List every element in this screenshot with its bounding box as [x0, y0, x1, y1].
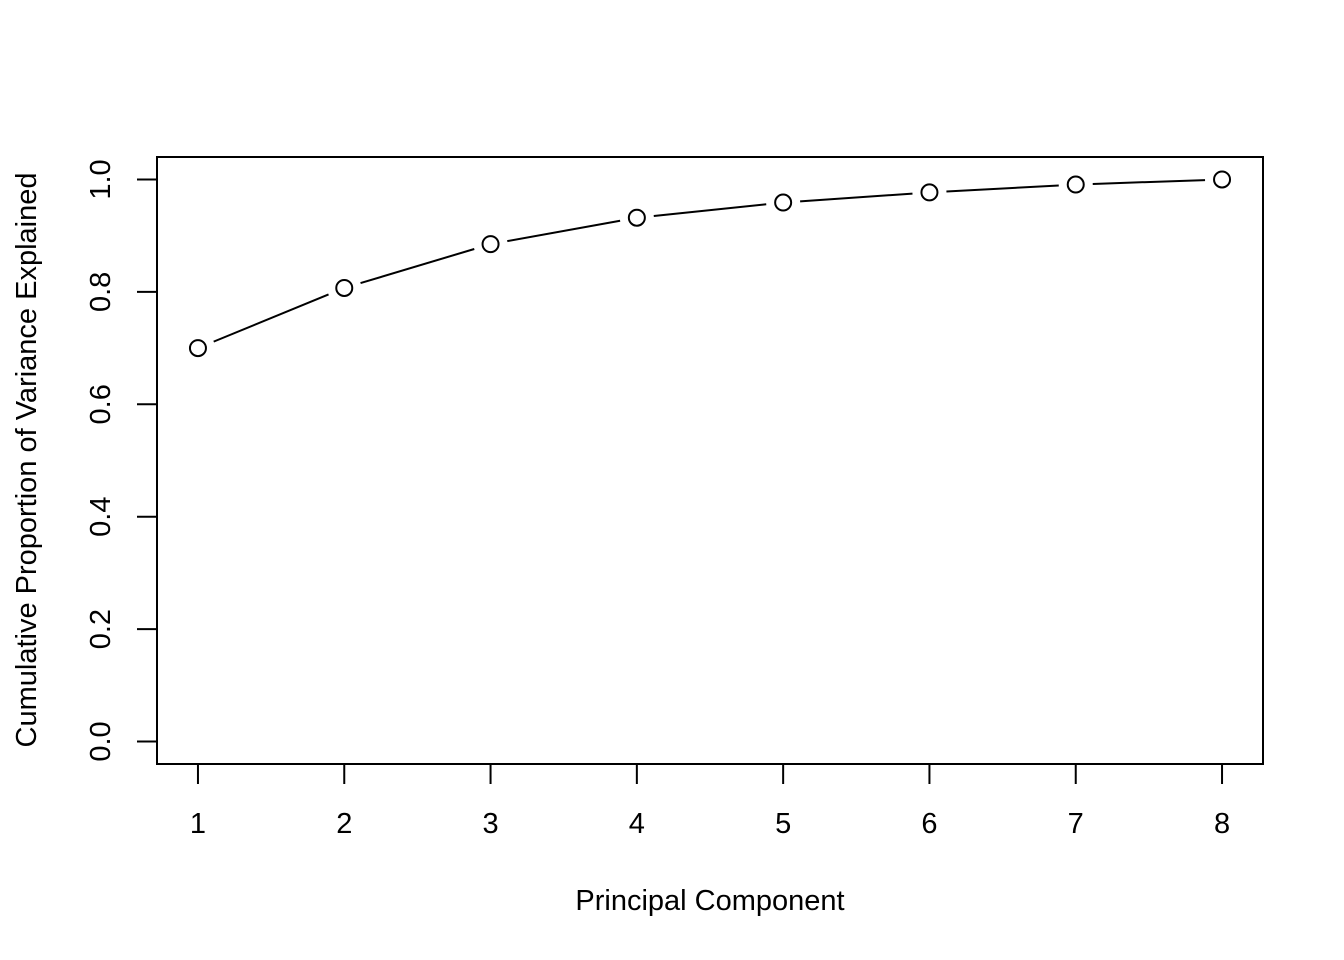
- data-point: [481, 235, 500, 254]
- x-axis: 1 2 3 4 5 6 7 8: [190, 763, 1230, 840]
- data-point: [188, 339, 207, 358]
- x-tick-label: 7: [1068, 808, 1084, 840]
- y-tick-label: 0.8: [85, 272, 117, 312]
- y-axis: 0.0 0.2 0.4 0.6 0.8 1.0: [85, 159, 158, 762]
- x-tick-label: 4: [629, 808, 645, 840]
- series-line: [213, 179, 1206, 343]
- series-segment: [213, 293, 329, 343]
- x-tick-label: 1: [190, 808, 206, 840]
- y-tick-label: 1.0: [85, 159, 117, 199]
- x-tick-label: 6: [921, 808, 937, 840]
- plot-frame: [156, 156, 1264, 765]
- series-segment: [360, 248, 475, 285]
- x-tick-label: 2: [336, 808, 352, 840]
- y-tick-label: 0.6: [85, 384, 117, 424]
- y-axis-title: Cumulative Proportion of Variance Explai…: [11, 173, 43, 748]
- data-point: [920, 183, 939, 202]
- series-segment: [653, 203, 767, 217]
- series-segment: [1092, 179, 1206, 185]
- x-tick-label: 5: [775, 808, 791, 840]
- y-tick-label: 0.2: [85, 609, 117, 649]
- y-tick-label: 0.4: [85, 497, 117, 537]
- x-axis-title: Principal Component: [575, 885, 844, 917]
- data-point: [1213, 170, 1232, 189]
- series-segment: [507, 219, 621, 243]
- data-point: [774, 193, 793, 212]
- x-tick-label: 3: [482, 808, 498, 840]
- y-tick-label: 0.0: [85, 721, 117, 761]
- series-segment: [800, 192, 913, 203]
- data-point: [335, 278, 354, 297]
- data-point: [627, 208, 646, 227]
- series-segment: [946, 184, 1059, 193]
- x-tick-label: 8: [1214, 808, 1230, 840]
- series-points: [188, 170, 1232, 358]
- data-point: [1066, 175, 1085, 194]
